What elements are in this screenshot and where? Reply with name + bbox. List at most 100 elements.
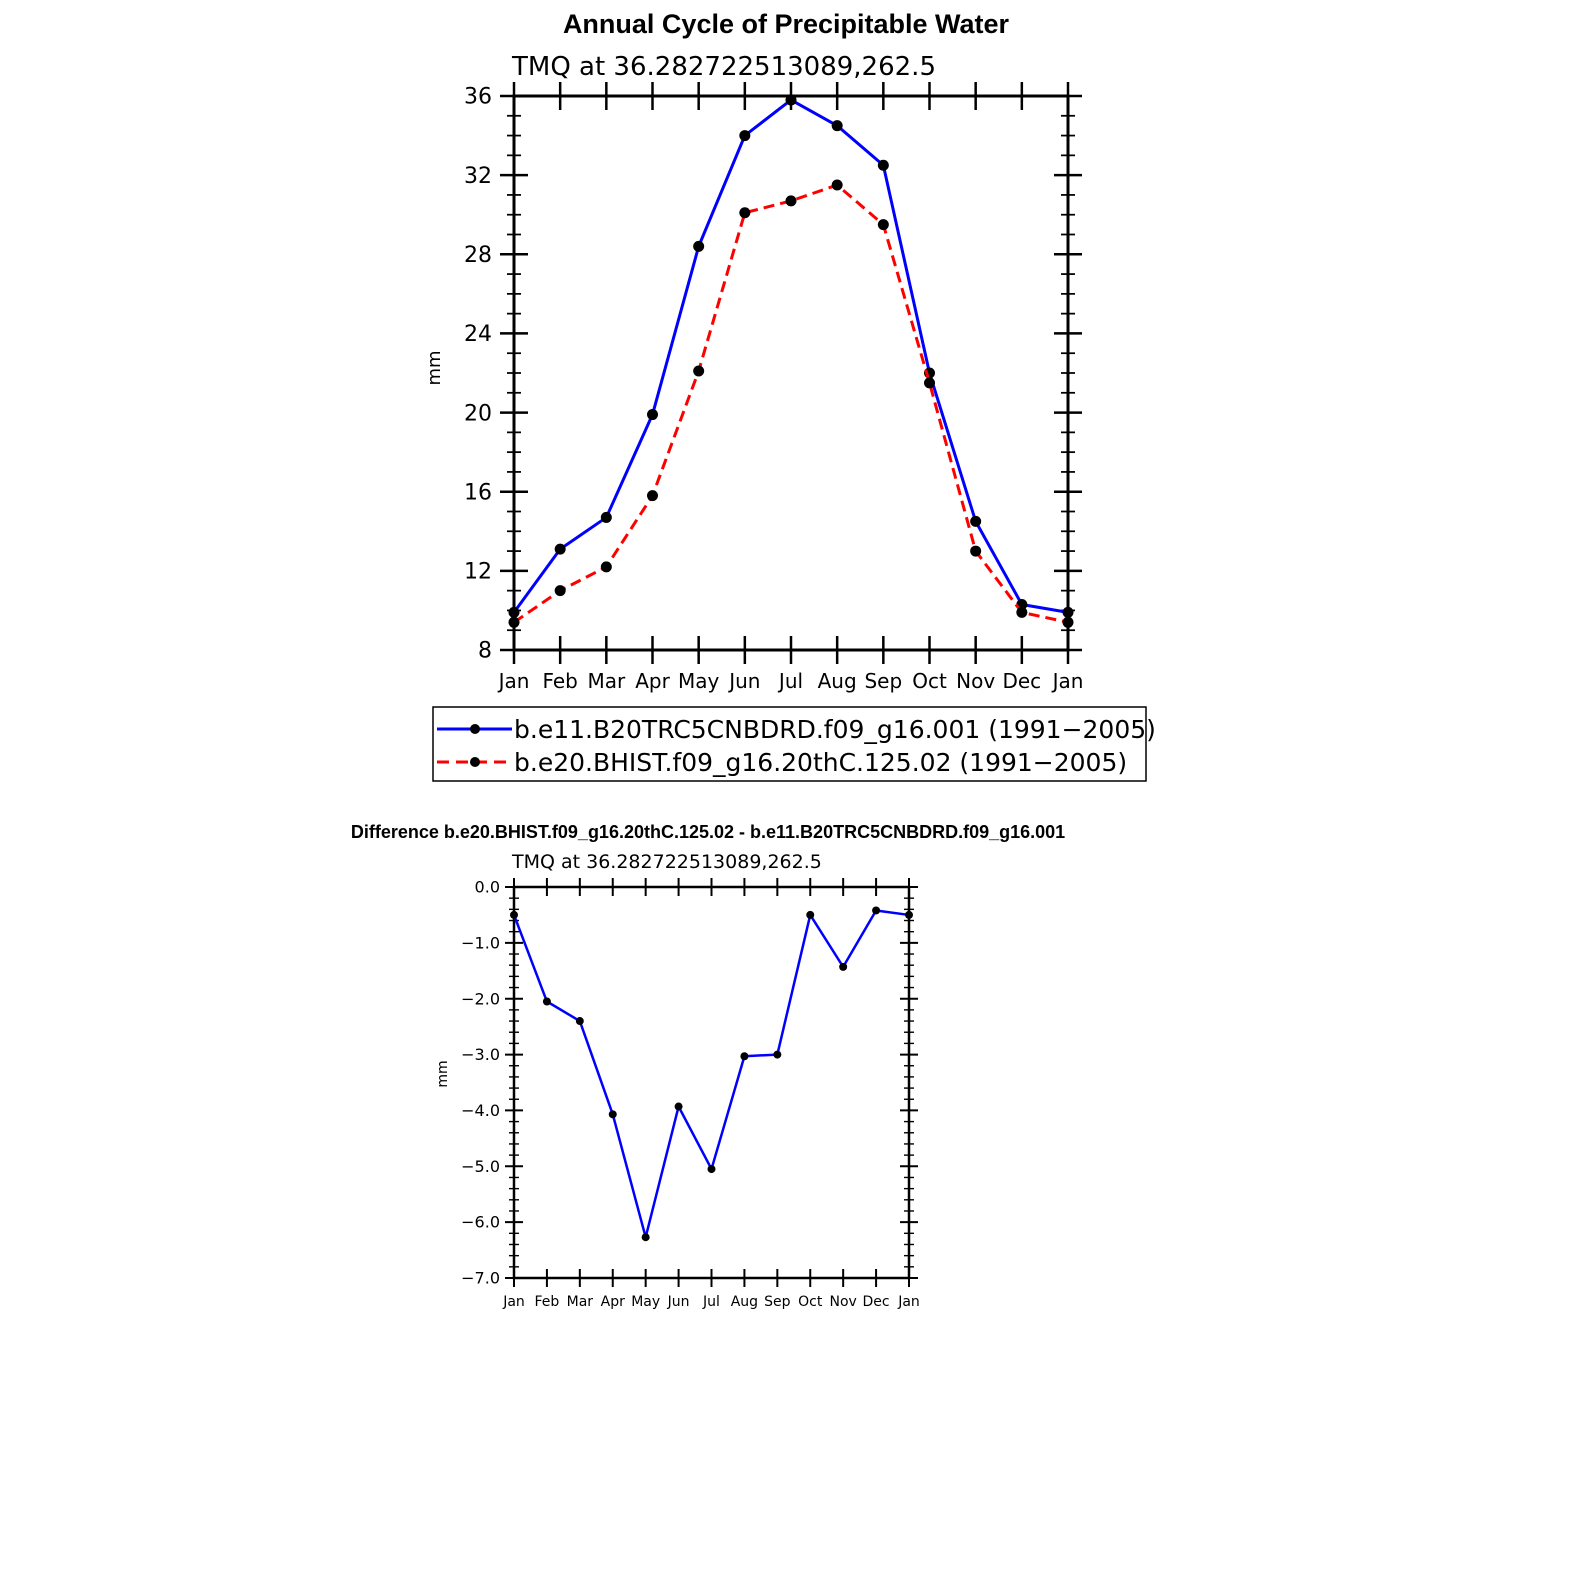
legend: b.e11.B20TRC5CNBDRD.f09_g16.001 (1991−20… <box>432 706 1156 782</box>
y-tick-label: 24 <box>464 322 492 347</box>
x-tick-label: Feb <box>535 1294 560 1310</box>
data-point-2 <box>970 545 982 557</box>
series-group <box>508 94 1074 628</box>
data-point-1 <box>905 910 913 919</box>
x-tick-label: Oct <box>798 1294 823 1310</box>
x-tick-label: Jun <box>667 1294 690 1310</box>
data-point-2 <box>1062 616 1074 628</box>
data-point-2 <box>924 377 935 389</box>
y-tick-label: 28 <box>464 243 492 268</box>
data-point-1 <box>839 962 848 971</box>
series-line-1 <box>512 909 910 1239</box>
x-tick-label: Aug <box>818 669 857 693</box>
data-point-1 <box>508 606 520 618</box>
difference-chart-subtitle: TMQ at 36.282722513089,262.5 <box>511 851 822 873</box>
data-point-1 <box>1062 606 1074 618</box>
data-point-2 <box>831 179 843 191</box>
chart-subtitle: TMQ at 36.282722513089,262.5 <box>511 52 936 82</box>
data-point-1 <box>674 1102 683 1111</box>
data-point-1 <box>877 159 889 171</box>
x-tick-label: Nov <box>830 1294 857 1310</box>
y-tick-label: 12 <box>464 560 492 585</box>
data-point-1 <box>806 910 815 919</box>
difference-series-group <box>510 906 913 1242</box>
x-tick-label: Jun <box>727 669 760 693</box>
difference-y-axis-label: mm <box>435 1060 451 1087</box>
data-point-1 <box>831 120 843 132</box>
y-tick-label: 32 <box>464 164 492 189</box>
data-point-2 <box>600 561 612 573</box>
x-tick-label: Apr <box>601 1294 625 1310</box>
x-tick-label: Feb <box>542 669 577 693</box>
x-tick-label: Oct <box>912 669 947 693</box>
data-point-1 <box>542 997 551 1006</box>
y-tick-label: 16 <box>464 480 492 505</box>
difference-chart: Difference b.e20.BHIST.f09_g16.20thC.125… <box>351 822 1065 1310</box>
data-point-2 <box>877 219 889 231</box>
x-tick-label: Sep <box>764 1294 791 1310</box>
chart-title: Annual Cycle of Precipitable Water <box>563 9 1010 39</box>
data-point-1 <box>739 130 751 142</box>
y-tick-label: 20 <box>464 401 492 426</box>
series-line-2 <box>513 183 1069 624</box>
legend-label-series-2: b.e20.BHIST.f09_g16.20thC.125.02 (1991−2… <box>514 748 1127 777</box>
x-tick-label: Jul <box>777 669 803 693</box>
y-tick-label: 0.0 <box>475 878 500 897</box>
x-tick-label: May <box>631 1294 660 1310</box>
legend-box <box>432 706 1147 782</box>
legend-marker-series-1 <box>470 724 480 734</box>
data-point-1 <box>510 910 518 919</box>
plot-frame <box>512 94 1070 652</box>
y-tick-label: 8 <box>478 639 492 664</box>
data-point-1 <box>773 1050 782 1059</box>
series-line-1 <box>512 98 1069 614</box>
y-tick-label: −7.0 <box>461 1269 500 1288</box>
data-point-2 <box>647 490 658 502</box>
data-point-2 <box>693 365 705 377</box>
x-tick-label: Apr <box>635 669 670 693</box>
x-tick-label: May <box>678 669 720 693</box>
y-tick-label: 36 <box>464 85 492 110</box>
x-tick-label: Jan <box>897 1294 920 1310</box>
axes: 8 12 16 20 24 28 32 36 Jan Feb Mar Apr May Jun Jul Aug S… <box>464 82 1083 693</box>
plot-frame <box>512 885 911 1280</box>
x-tick-label: Sep <box>864 669 902 693</box>
legend-label-series-1: b.e11.B20TRC5CNBDRD.f09_g16.001 (1991−20… <box>514 715 1156 744</box>
x-tick-label: Mar <box>587 669 626 693</box>
x-tick-label: Jan <box>497 669 530 693</box>
data-point-1 <box>740 1052 749 1061</box>
data-point-2 <box>554 585 566 597</box>
data-point-1 <box>641 1233 650 1242</box>
y-tick-label: −5.0 <box>461 1157 500 1176</box>
y-tick-label: −3.0 <box>461 1045 500 1064</box>
x-tick-label: Nov <box>956 669 995 693</box>
data-point-2 <box>739 207 751 219</box>
data-point-1 <box>554 543 566 555</box>
x-tick-label: Jan <box>1051 669 1084 693</box>
data-point-1 <box>693 240 705 252</box>
data-point-2 <box>1016 606 1028 618</box>
y-axis-label: mm <box>424 350 445 385</box>
data-point-1 <box>647 409 658 421</box>
data-point-2 <box>785 195 797 207</box>
x-tick-label: Dec <box>1002 669 1041 693</box>
difference-chart-title: Difference b.e20.BHIST.f09_g16.20thC.125… <box>351 822 1065 842</box>
x-tick-label: Jul <box>702 1294 720 1310</box>
x-tick-label: Mar <box>567 1294 594 1310</box>
x-tick-label: Dec <box>863 1294 890 1310</box>
x-tick-label: Aug <box>731 1294 758 1310</box>
y-tick-label: −1.0 <box>461 933 500 952</box>
y-tick-label: −2.0 <box>461 989 500 1008</box>
legend-marker-series-2 <box>470 757 480 767</box>
data-point-1 <box>575 1017 584 1026</box>
data-point-1 <box>608 1110 617 1119</box>
annual-cycle-chart: Annual Cycle of Precipitable Water TMQ a… <box>424 9 1156 782</box>
data-point-1 <box>600 511 612 523</box>
data-point-1 <box>872 906 881 915</box>
data-point-1 <box>970 515 982 527</box>
difference-axes: −7.0 −6.0 −5.0 −4.0 −3.0 −2.0 −1.0 0.0 Jan Feb Mar… <box>461 878 920 1310</box>
data-point-1 <box>707 1165 716 1174</box>
x-tick-label: Jan <box>502 1294 525 1310</box>
data-point-1 <box>785 94 797 106</box>
